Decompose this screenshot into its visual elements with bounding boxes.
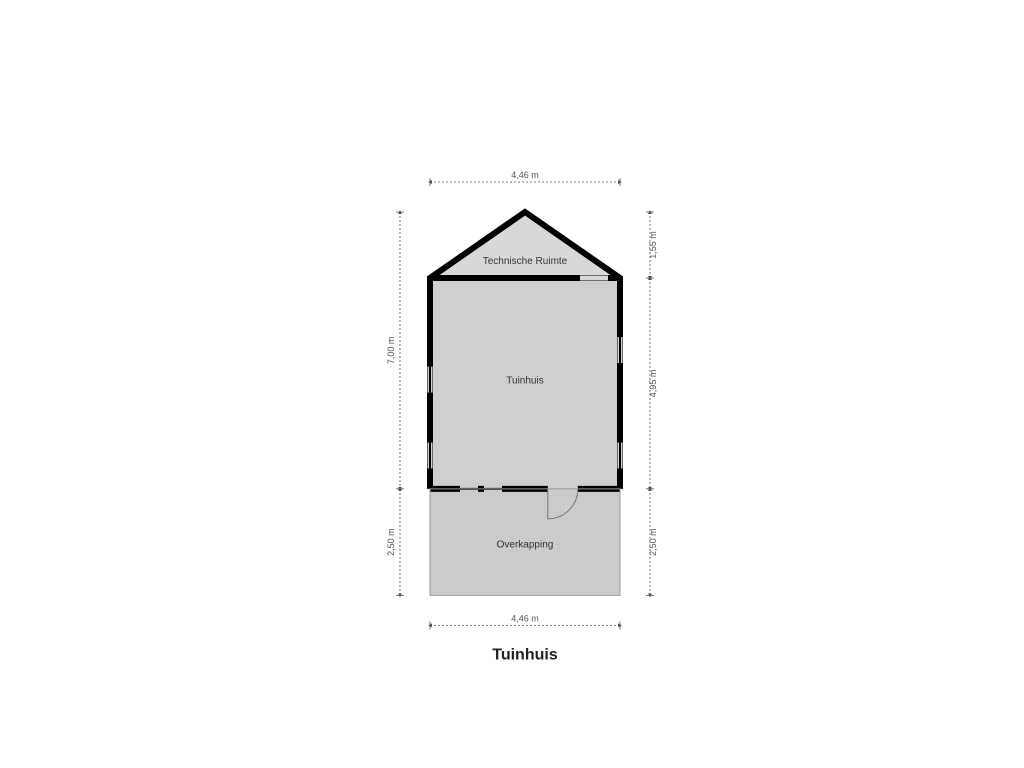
svg-text:4,46 m: 4,46 m: [511, 170, 539, 180]
svg-text:4,95 m: 4,95 m: [648, 370, 658, 398]
label-overkapping: Overkapping: [497, 539, 554, 550]
svg-text:2,50 m: 2,50 m: [386, 528, 396, 556]
svg-text:1,55 m: 1,55 m: [648, 231, 658, 259]
svg-text:4,46 m: 4,46 m: [511, 613, 539, 623]
floorplan-svg: Technische Ruimte Tuinhuis Overkapping 4,46…: [0, 0, 1024, 768]
label-tuinhuis: Tuinhuis: [506, 375, 543, 386]
technische-ruimte-area: [430, 212, 620, 278]
label-technische-ruimte: Technische Ruimte: [483, 256, 568, 267]
svg-text:7,00 m: 7,00 m: [386, 337, 396, 365]
svg-text:2,50 m: 2,50 m: [648, 528, 658, 556]
plan-title: Tuinhuis: [492, 646, 558, 663]
